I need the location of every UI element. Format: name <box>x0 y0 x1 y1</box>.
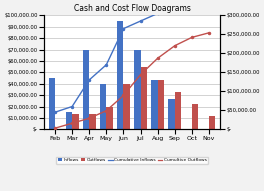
Bar <box>124 84 130 129</box>
Bar <box>175 92 181 129</box>
Bar <box>106 107 113 129</box>
Bar <box>134 49 140 129</box>
Bar <box>66 112 72 129</box>
Bar <box>209 116 215 129</box>
Title: Cash and Cost Flow Doagrams: Cash and Cost Flow Doagrams <box>74 4 190 13</box>
Bar <box>83 49 89 129</box>
Bar <box>89 114 96 129</box>
Bar <box>117 21 124 129</box>
Bar <box>192 104 198 129</box>
Bar <box>151 80 158 129</box>
Bar <box>158 80 164 129</box>
Bar <box>49 78 55 129</box>
Bar <box>140 67 147 129</box>
Bar <box>72 114 79 129</box>
Bar <box>100 84 106 129</box>
Bar <box>168 99 175 129</box>
Legend: Inflows, Outflows, Cumulative Inflows, Cumultive Outflows: Inflows, Outflows, Cumulative Inflows, C… <box>56 157 208 164</box>
